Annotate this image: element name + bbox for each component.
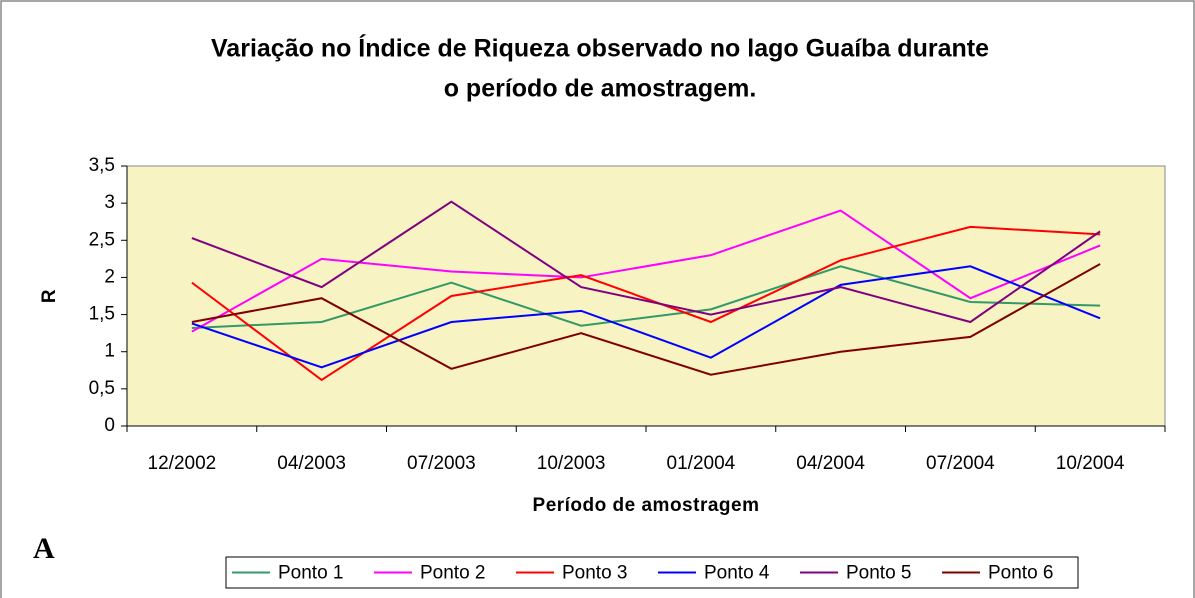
x-tick-label: 07/2003 bbox=[407, 453, 476, 474]
y-tick-label: 2,5 bbox=[89, 229, 115, 250]
y-tick-label: 1 bbox=[104, 341, 115, 362]
series-line bbox=[191, 265, 1101, 329]
y-axis-title: R bbox=[39, 289, 60, 303]
legend-label: Ponto 2 bbox=[420, 563, 486, 584]
y-tick-label: 0,5 bbox=[89, 378, 115, 399]
y-tick-label: 2 bbox=[104, 266, 115, 287]
y-tick-label: 0 bbox=[104, 415, 115, 436]
legend-label: Ponto 3 bbox=[562, 563, 628, 584]
x-tick-label: 01/2004 bbox=[667, 453, 736, 474]
series-line bbox=[191, 225, 1101, 382]
series-line bbox=[191, 209, 1101, 333]
x-tick-label: 07/2004 bbox=[926, 453, 995, 474]
legend-label: Ponto 4 bbox=[704, 563, 770, 584]
x-tick-label: 04/2004 bbox=[796, 453, 865, 474]
legend-label: Ponto 5 bbox=[846, 563, 912, 584]
x-axis-title: Período de amostragem bbox=[533, 495, 760, 516]
y-tick-label: 1,5 bbox=[89, 304, 115, 325]
chart-title: Variação no Índice de Riqueza observado … bbox=[211, 34, 989, 63]
x-tick-label: 12/2002 bbox=[148, 453, 217, 474]
series-line bbox=[191, 263, 1101, 376]
chart-title: o período de amostragem. bbox=[444, 75, 757, 103]
series-line bbox=[191, 265, 1101, 369]
x-tick-label: 04/2003 bbox=[277, 453, 346, 474]
series-line bbox=[191, 200, 1101, 324]
legend-box bbox=[225, 556, 1079, 589]
legend-label: Ponto 1 bbox=[278, 563, 344, 584]
x-tick-label: 10/2003 bbox=[537, 453, 606, 474]
plot-area bbox=[126, 165, 1166, 427]
y-tick-label: 3 bbox=[104, 192, 115, 213]
annotation: A bbox=[33, 532, 55, 565]
y-tick-label: 3,5 bbox=[89, 155, 115, 176]
x-tick-label: 10/2004 bbox=[1056, 453, 1125, 474]
legend-label: Ponto 6 bbox=[988, 563, 1054, 584]
